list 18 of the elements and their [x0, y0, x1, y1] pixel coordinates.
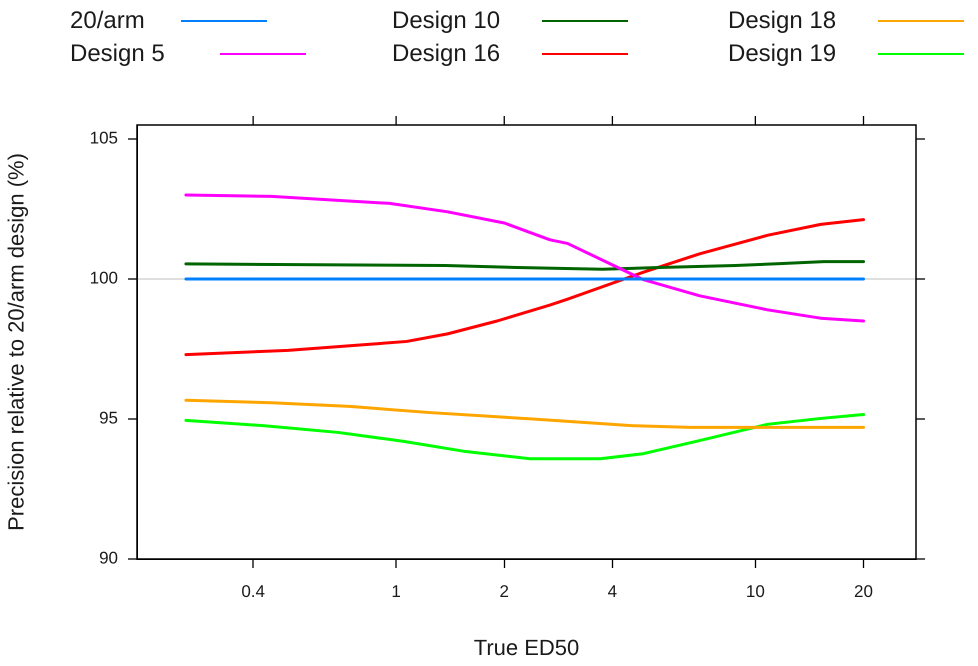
- y-tick-label: 100: [90, 268, 118, 288]
- y-axis-title: Precision relative to 20/arm design (%): [3, 153, 28, 531]
- legend-label: Design 5: [70, 40, 166, 68]
- x-tick-label: 0.4: [241, 582, 265, 601]
- x-tick-label: 4: [608, 582, 618, 601]
- x-tick-label: 20: [854, 582, 873, 601]
- x-axis-title: True ED50: [474, 634, 580, 660]
- legend-label: 20/arm: [70, 6, 145, 34]
- legend-label: Design 18: [728, 6, 838, 34]
- y-tick-label: 105: [90, 128, 118, 148]
- legend-label: Design 10: [392, 6, 502, 34]
- y-tick-label: 90: [99, 548, 118, 568]
- x-tick-label: 2: [500, 582, 509, 601]
- legend-label: Design 16: [392, 40, 502, 68]
- x-tick-label: 1: [391, 582, 401, 601]
- y-tick-label: 95: [99, 408, 118, 428]
- legend-label: Design 19: [728, 40, 838, 68]
- x-tick-label: 10: [746, 582, 765, 601]
